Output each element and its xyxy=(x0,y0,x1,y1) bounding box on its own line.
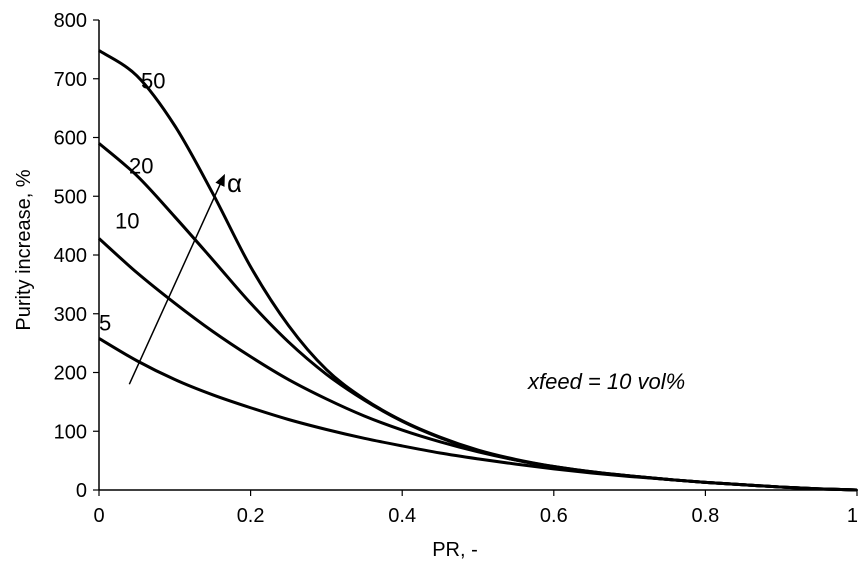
y-tick-label: 700 xyxy=(54,69,87,91)
series-label-5: 5 xyxy=(99,310,111,335)
y-tick-label: 500 xyxy=(54,186,87,208)
y-tick-label: 200 xyxy=(54,363,87,385)
x-tick-label: 0.4 xyxy=(388,505,416,527)
series-label-50: 50 xyxy=(141,69,165,94)
y-tick-label: 100 xyxy=(54,421,87,443)
x-tick-label: 0.8 xyxy=(691,505,719,527)
series-lines xyxy=(97,49,858,492)
x-ticks: 0 0.2 0.4 0.6 0.8 1 xyxy=(93,490,858,527)
series-line-5 xyxy=(98,337,858,492)
series-line-10 xyxy=(97,237,858,492)
series-label-10: 10 xyxy=(115,209,139,234)
feed-annotation: xfeed = 10 vol% xyxy=(527,369,685,394)
series-label-20: 20 xyxy=(129,153,153,178)
x-tick-label: 1 xyxy=(847,505,858,527)
x-tick-label: 0 xyxy=(93,505,104,527)
x-tick-label: 0.2 xyxy=(237,505,265,527)
x-tick-label: 0.6 xyxy=(540,505,568,527)
series-line-50 xyxy=(98,49,858,492)
y-tick-label: 300 xyxy=(54,304,87,326)
y-tick-label: 600 xyxy=(54,128,87,150)
y-axis-label: Purity increase, % xyxy=(13,169,35,330)
x-axis-label: PR, - xyxy=(432,539,478,561)
alpha-arrow xyxy=(128,173,225,385)
y-tick-label: 0 xyxy=(76,480,87,502)
y-tick-label: 800 xyxy=(54,10,87,32)
y-tick-label: 400 xyxy=(54,245,87,267)
alpha-label: α xyxy=(227,168,242,198)
series-labels: 5 10 20 50 xyxy=(99,69,165,336)
y-ticks: 0 100 200 300 400 500 600 700 800 xyxy=(54,10,99,502)
